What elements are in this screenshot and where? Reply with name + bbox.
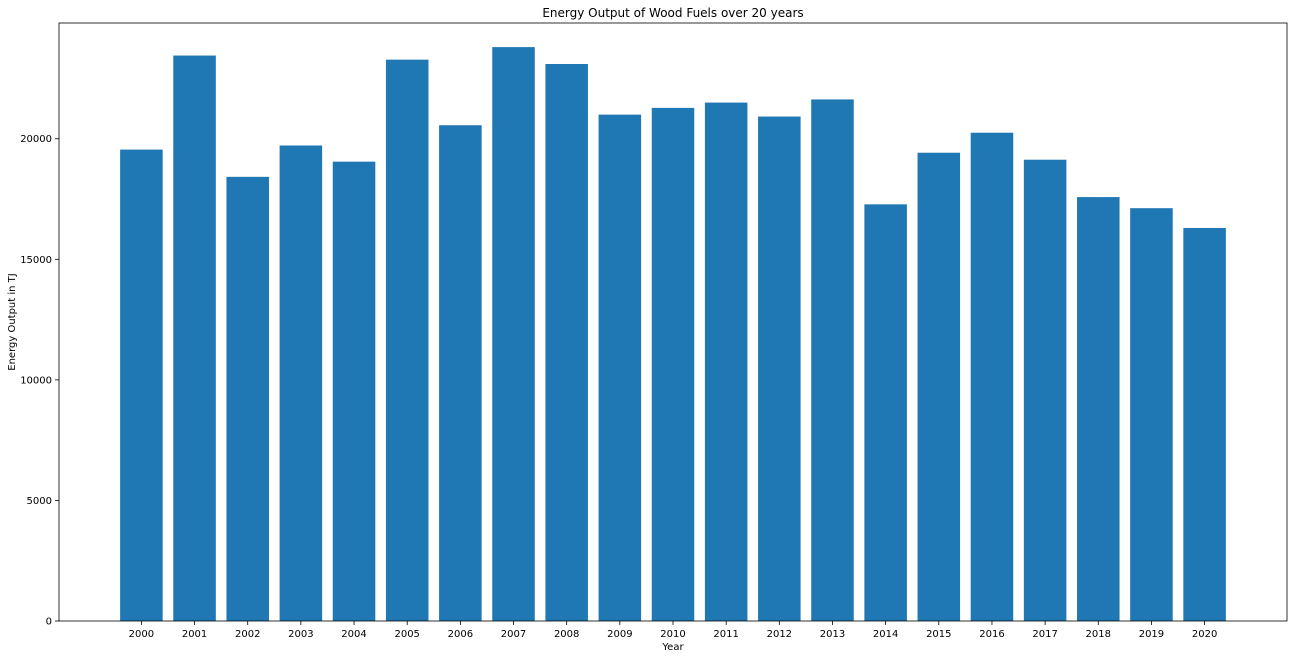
bar-2001 xyxy=(173,55,216,622)
bar-2011 xyxy=(704,102,748,621)
bar-2020 xyxy=(1183,227,1226,621)
bar-2014 xyxy=(864,204,907,621)
y-tick-label: 10000 xyxy=(20,375,52,386)
x-tick-label: 2002 xyxy=(235,629,260,640)
bar-2019 xyxy=(1130,208,1173,621)
x-tick-label: 2000 xyxy=(129,629,154,640)
x-tick-label: 2015 xyxy=(926,629,951,640)
bar-2002 xyxy=(226,176,269,621)
x-tick-label: 2014 xyxy=(873,629,898,640)
x-tick-label: 2019 xyxy=(1139,629,1164,640)
x-tick-label: 2009 xyxy=(607,629,632,640)
bar-2009 xyxy=(598,114,642,621)
bar-2003 xyxy=(279,145,323,622)
y-tick-label: 0 xyxy=(46,617,52,628)
x-tick-label: 2012 xyxy=(767,629,792,640)
x-tick-label: 2008 xyxy=(554,629,579,640)
bar-2004 xyxy=(332,161,376,621)
x-tick-label: 2007 xyxy=(501,629,526,640)
bar-2012 xyxy=(758,116,801,621)
x-tick-label: 2018 xyxy=(1086,629,1111,640)
bar-2018 xyxy=(1077,197,1120,621)
chart-title: Energy Output of Wood Fuels over 20 year… xyxy=(542,6,803,20)
x-tick-label: 2011 xyxy=(713,629,738,640)
bar-2007 xyxy=(492,47,535,622)
x-tick-label: 2010 xyxy=(660,629,685,640)
x-tick-label: 2013 xyxy=(820,629,845,640)
bar-2008 xyxy=(545,63,588,622)
y-axis-label: Energy Output in TJ xyxy=(7,273,18,370)
x-tick-label: 2020 xyxy=(1192,629,1217,640)
bar-2015 xyxy=(917,152,961,622)
bar-2010 xyxy=(651,107,695,621)
x-axis-label: Year xyxy=(661,642,684,653)
x-tick-label: 2006 xyxy=(448,629,473,640)
x-tick-label: 2016 xyxy=(979,629,1004,640)
bar-2017 xyxy=(1023,159,1067,621)
y-tick-label: 5000 xyxy=(27,496,52,507)
bar-2005 xyxy=(385,59,429,621)
x-tick-label: 2001 xyxy=(182,629,207,640)
y-tick-label: 20000 xyxy=(20,134,52,145)
bar-2016 xyxy=(970,132,1014,621)
bar-2000 xyxy=(120,149,163,621)
plot-area: 2000 2001 2002 2003 2004 2005 2006 2007 2008 2009… xyxy=(20,22,1288,640)
y-tick-label: 15000 xyxy=(20,255,52,266)
x-tick-label: 2003 xyxy=(288,629,313,640)
x-tick-label: 2017 xyxy=(1032,629,1057,640)
x-tick-label: 2004 xyxy=(341,629,366,640)
bar-2006 xyxy=(439,125,482,622)
bar-2013 xyxy=(811,99,854,621)
x-tick-label: 2005 xyxy=(394,629,419,640)
